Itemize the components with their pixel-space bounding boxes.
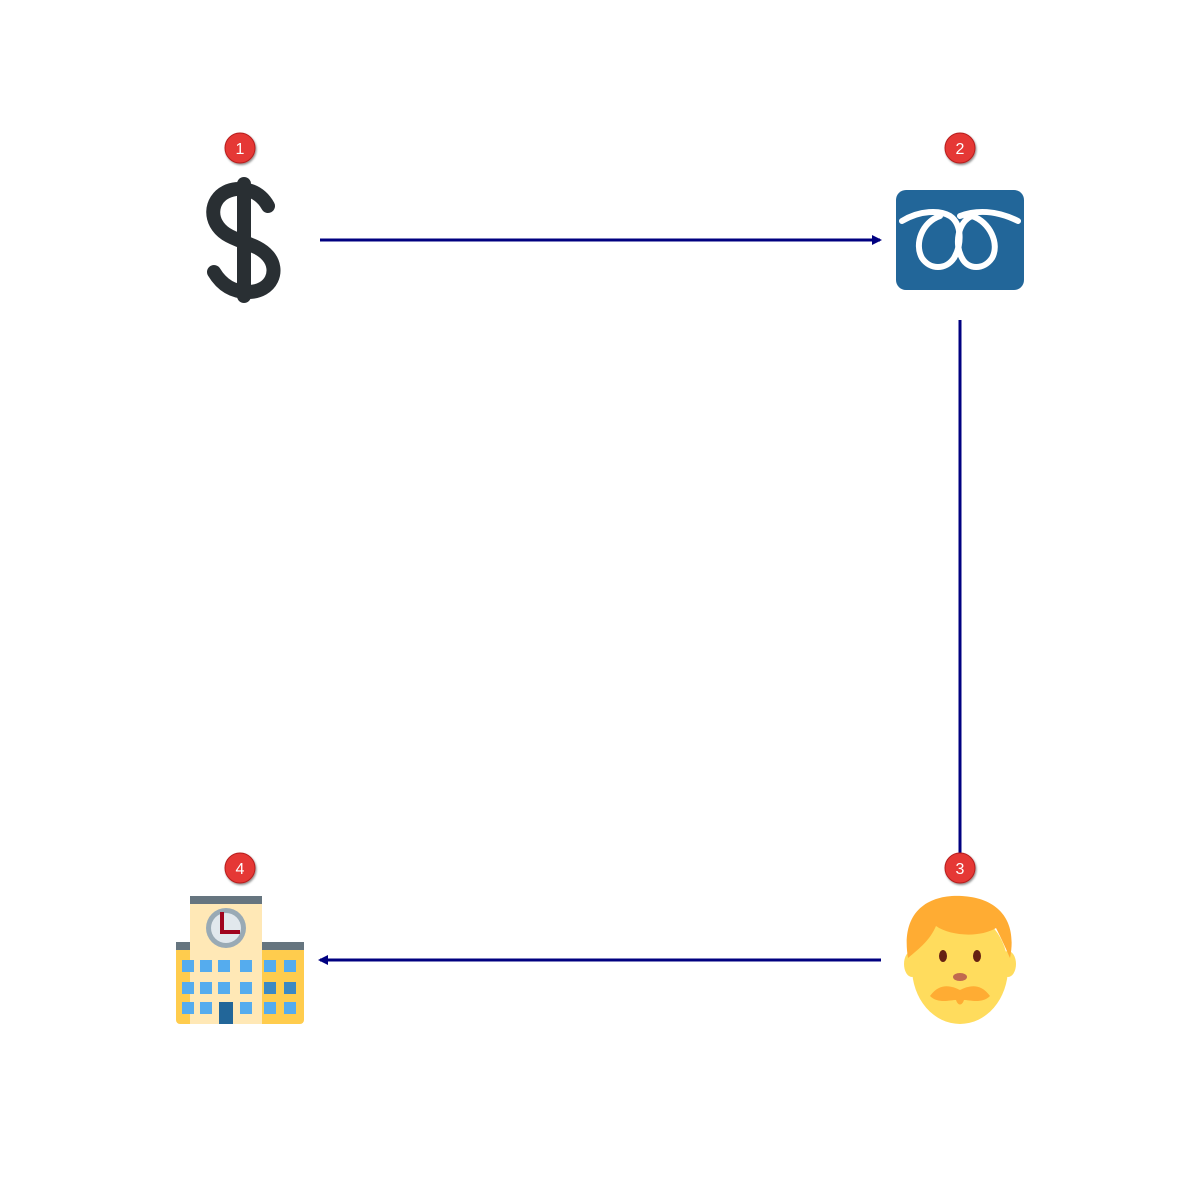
badge-2: 2 bbox=[944, 132, 976, 164]
node-2[interactable] bbox=[896, 190, 1024, 290]
man-face-icon bbox=[904, 895, 1016, 1024]
badge-4: 4 bbox=[224, 852, 256, 884]
badge-1-label: 1 bbox=[236, 141, 245, 158]
toll-free-double-loop-icon bbox=[896, 190, 1024, 290]
badge-4-label: 4 bbox=[236, 861, 245, 878]
dollar-sign-icon bbox=[206, 177, 281, 303]
node-4[interactable] bbox=[176, 896, 304, 1024]
badge-3-label: 3 bbox=[956, 861, 965, 878]
node-3[interactable] bbox=[904, 895, 1016, 1024]
office-building-icon bbox=[176, 896, 304, 1024]
node-1[interactable] bbox=[206, 177, 281, 303]
badge-3: 3 bbox=[944, 852, 976, 884]
badge-1: 1 bbox=[224, 132, 256, 164]
badge-2-label: 2 bbox=[956, 141, 965, 158]
